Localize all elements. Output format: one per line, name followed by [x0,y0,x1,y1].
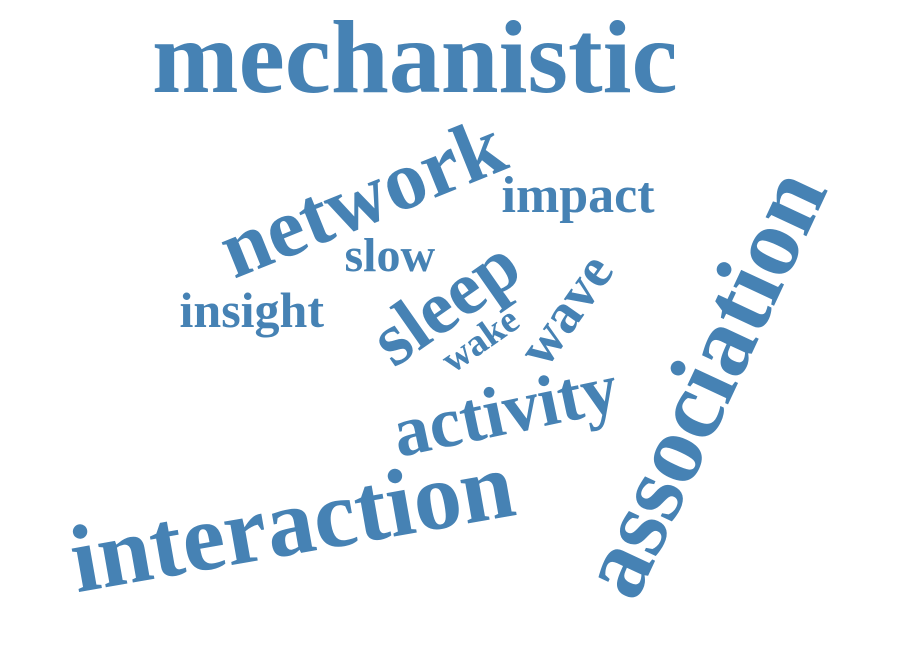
word-impact: impact [501,167,655,224]
word-slow: slow [344,229,436,282]
word-insight: insight [179,282,325,338]
word-mechanistic: mechanistic [152,0,678,115]
word-interaction: interaction [62,429,522,614]
